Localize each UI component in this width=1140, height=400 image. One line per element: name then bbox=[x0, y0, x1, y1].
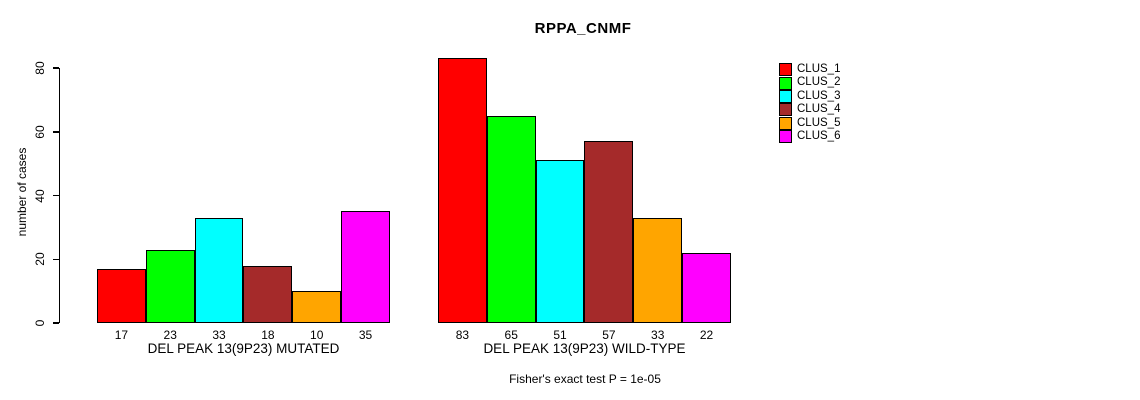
bar-value-label: 22 bbox=[699, 328, 714, 342]
legend-label: CLUS_6 bbox=[797, 129, 841, 142]
bar-clus_4 bbox=[584, 141, 634, 323]
legend-swatch bbox=[779, 76, 792, 90]
bar-value-label: 33 bbox=[651, 328, 665, 342]
legend-swatch bbox=[779, 89, 792, 103]
legend-item: CLUS_5 bbox=[779, 117, 840, 130]
legend-label: CLUS_4 bbox=[797, 103, 841, 116]
y-tick-mark bbox=[52, 194, 59, 197]
legend-swatch bbox=[779, 103, 792, 117]
bar-value-label: 33 bbox=[212, 328, 226, 342]
bar-clus_3 bbox=[194, 217, 244, 323]
y-tick-mark bbox=[52, 322, 59, 324]
bar-clus_5 bbox=[633, 217, 683, 323]
y-axis-line bbox=[58, 68, 61, 323]
legend-label: CLUS_2 bbox=[797, 76, 841, 89]
bar-clus_2 bbox=[145, 249, 195, 323]
bar-clus_2 bbox=[486, 115, 536, 323]
legend-label: CLUS_1 bbox=[797, 63, 841, 75]
legend-item: CLUS_4 bbox=[779, 103, 841, 117]
bar-value-label: 51 bbox=[553, 328, 567, 342]
legend-label: CLUS_5 bbox=[797, 116, 841, 129]
group-axis-label: DEL PEAK 13(9P23) WILD-TYPE bbox=[483, 341, 686, 356]
y-tick-label: 60 bbox=[33, 125, 47, 139]
legend-swatch bbox=[779, 116, 792, 130]
bar-clus_1 bbox=[438, 58, 487, 323]
bar-clus_4 bbox=[243, 265, 293, 323]
legend-swatch bbox=[779, 130, 792, 144]
y-axis-title: number of cases bbox=[15, 147, 29, 237]
y-tick-label: 80 bbox=[33, 61, 47, 75]
y-tick-mark bbox=[52, 131, 59, 133]
group-axis-label: DEL PEAK 13(9P23) MUTATED bbox=[147, 341, 340, 356]
bar-value-label: 65 bbox=[504, 328, 518, 342]
bar-value-label: 18 bbox=[261, 328, 275, 342]
bar-value-label: 35 bbox=[358, 328, 373, 342]
legend: CLUS_1 CLUS_2 CLUS_3 CLUS_4 CLUS_5 CLUS_6 bbox=[779, 63, 841, 144]
y-tick-mark bbox=[52, 258, 59, 260]
bar-value-label: 23 bbox=[163, 328, 177, 342]
legend-item: CLUS_3 bbox=[779, 90, 840, 103]
legend-item: CLUS_1 bbox=[779, 63, 841, 77]
bar-value-label: 17 bbox=[114, 328, 129, 342]
y-tick-label: 40 bbox=[33, 188, 47, 203]
y-tick-label: 0 bbox=[33, 319, 47, 327]
bar-clus_3 bbox=[535, 160, 585, 323]
bar-clus_6 bbox=[682, 252, 731, 323]
y-tick-label: 20 bbox=[33, 252, 47, 266]
bar-value-label: 57 bbox=[602, 328, 616, 342]
legend-swatch bbox=[779, 63, 792, 77]
bar-clus_6 bbox=[341, 211, 390, 323]
chart-title: RPPA_CNMF bbox=[534, 20, 632, 37]
bar-value-label: 83 bbox=[455, 328, 470, 342]
footer-note: Fisher's exact test P = 1e-05 bbox=[509, 372, 661, 386]
y-tick-mark bbox=[52, 67, 59, 69]
legend-item: CLUS_6 bbox=[779, 129, 841, 144]
bar-value-label: 10 bbox=[310, 328, 324, 342]
bar-clus_1 bbox=[97, 268, 146, 323]
legend-item: CLUS_2 bbox=[779, 76, 841, 90]
bar-clus_5 bbox=[292, 291, 342, 323]
legend-label: CLUS_3 bbox=[797, 89, 841, 102]
